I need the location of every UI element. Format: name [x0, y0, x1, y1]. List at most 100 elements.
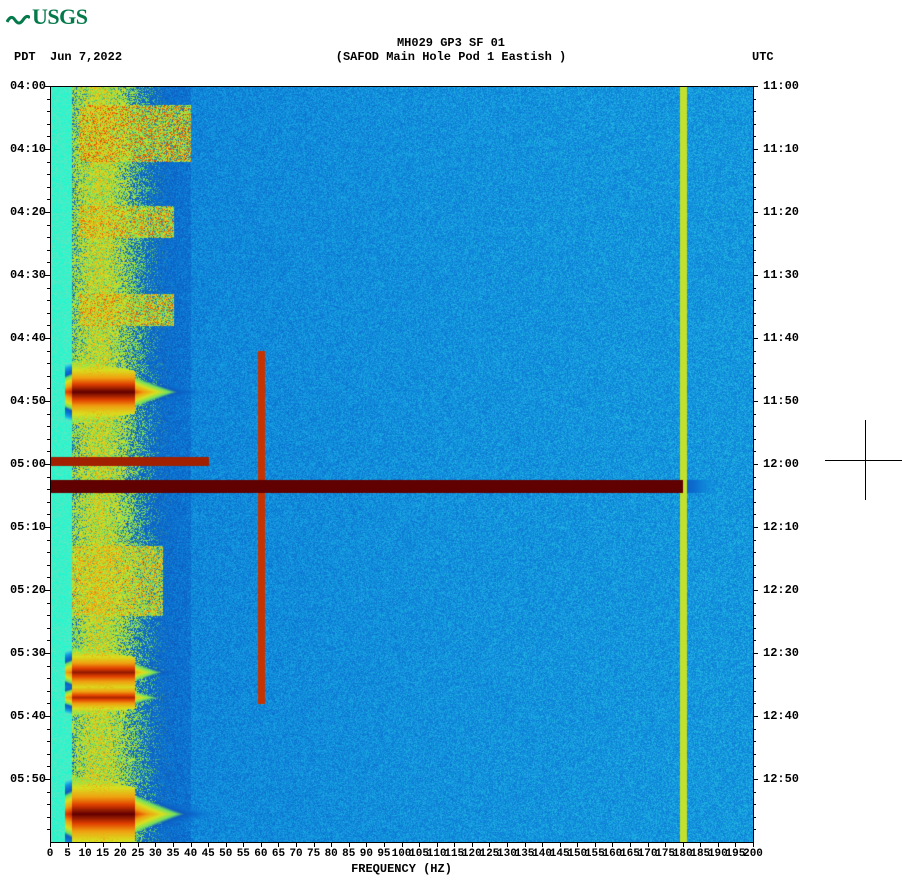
xtick-mark	[208, 842, 209, 847]
xtick-mark	[700, 842, 701, 847]
ytick-minor-right	[753, 678, 756, 679]
ytick-minor-left	[47, 691, 50, 692]
ytick-right: 12:10	[763, 520, 799, 534]
xtick-label: 200	[743, 848, 763, 860]
ytick-minor-right	[753, 489, 756, 490]
xtick-mark	[419, 842, 420, 847]
xtick-label: 40	[184, 848, 197, 860]
ytick-mark-left	[45, 275, 50, 276]
xtick-label: 85	[342, 848, 355, 860]
ytick-right: 11:20	[763, 205, 799, 219]
ytick-mark-right	[753, 464, 758, 465]
xtick-mark	[138, 842, 139, 847]
xtick-label: 30	[149, 848, 162, 860]
ytick-mark-left	[45, 401, 50, 402]
xtick-label: 70	[289, 848, 302, 860]
ytick-minor-right	[753, 300, 756, 301]
ytick-minor-left	[47, 817, 50, 818]
xtick-mark	[595, 842, 596, 847]
xtick-mark	[683, 842, 684, 847]
xtick-mark	[630, 842, 631, 847]
ytick-left: 05:10	[2, 520, 46, 534]
chart-title-line1: MH029 GP3 SF 01	[0, 36, 902, 50]
ytick-minor-right	[753, 603, 756, 604]
ytick-minor-right	[753, 162, 756, 163]
xtick-mark	[489, 842, 490, 847]
ytick-minor-left	[47, 628, 50, 629]
ytick-minor-left	[47, 174, 50, 175]
ytick-minor-left	[47, 540, 50, 541]
ytick-left: 04:30	[2, 268, 46, 282]
spectrogram-plot	[50, 86, 753, 842]
ytick-minor-right	[753, 136, 756, 137]
ytick-minor-left	[47, 615, 50, 616]
xtick-mark	[349, 842, 350, 847]
ytick-minor-left	[47, 162, 50, 163]
left-timezone-label: PDT Jun 7,2022	[14, 50, 122, 64]
ytick-minor-left	[47, 451, 50, 452]
ytick-minor-left	[47, 187, 50, 188]
xtick-mark	[612, 842, 613, 847]
ytick-minor-right	[753, 703, 756, 704]
xtick-label: 5	[64, 848, 71, 860]
ytick-minor-right	[753, 187, 756, 188]
ytick-minor-left	[47, 741, 50, 742]
ytick-minor-left	[47, 376, 50, 377]
ytick-left: 05:20	[2, 583, 46, 597]
ytick-minor-right	[753, 388, 756, 389]
xtick-mark	[68, 842, 69, 847]
xtick-mark	[560, 842, 561, 847]
ytick-minor-right	[753, 111, 756, 112]
xtick-mark	[314, 842, 315, 847]
ytick-minor-right	[753, 477, 756, 478]
ytick-minor-left	[47, 313, 50, 314]
xtick-mark	[507, 842, 508, 847]
xtick-label: 10	[79, 848, 92, 860]
xtick-mark	[735, 842, 736, 847]
xtick-mark	[384, 842, 385, 847]
ytick-minor-left	[47, 552, 50, 553]
xtick-mark	[226, 842, 227, 847]
ytick-minor-left	[47, 666, 50, 667]
ytick-right: 12:00	[763, 457, 799, 471]
ytick-mark-right	[753, 338, 758, 339]
ytick-minor-left	[47, 577, 50, 578]
ytick-minor-left	[47, 754, 50, 755]
ytick-minor-left	[47, 703, 50, 704]
xtick-label: 90	[360, 848, 373, 860]
ytick-minor-right	[753, 313, 756, 314]
xtick-mark	[454, 842, 455, 847]
ytick-minor-right	[753, 325, 756, 326]
ytick-minor-right	[753, 363, 756, 364]
xtick-mark	[577, 842, 578, 847]
ytick-right: 11:10	[763, 142, 799, 156]
ytick-right: 12:20	[763, 583, 799, 597]
xtick-label: 20	[114, 848, 127, 860]
ytick-minor-left	[47, 199, 50, 200]
ytick-minor-left	[47, 225, 50, 226]
ytick-minor-left	[47, 565, 50, 566]
ytick-minor-left	[47, 363, 50, 364]
ytick-minor-left	[47, 514, 50, 515]
ytick-minor-left	[47, 99, 50, 100]
ytick-left: 04:20	[2, 205, 46, 219]
ytick-minor-right	[753, 792, 756, 793]
xtick-mark	[191, 842, 192, 847]
ytick-minor-left	[47, 325, 50, 326]
ytick-left: 04:40	[2, 331, 46, 345]
ytick-minor-right	[753, 351, 756, 352]
plot-border-top	[50, 86, 753, 87]
ytick-minor-right	[753, 237, 756, 238]
ytick-minor-right	[753, 262, 756, 263]
xtick-mark	[665, 842, 666, 847]
ytick-minor-right	[753, 829, 756, 830]
xtick-mark	[402, 842, 403, 847]
ytick-minor-right	[753, 565, 756, 566]
ytick-minor-right	[753, 250, 756, 251]
tz-left: PDT	[14, 50, 36, 64]
ytick-left: 05:50	[2, 772, 46, 786]
ytick-mark-left	[45, 338, 50, 339]
ytick-left: 05:00	[2, 457, 46, 471]
ytick-minor-right	[753, 99, 756, 100]
ytick-mark-left	[45, 212, 50, 213]
